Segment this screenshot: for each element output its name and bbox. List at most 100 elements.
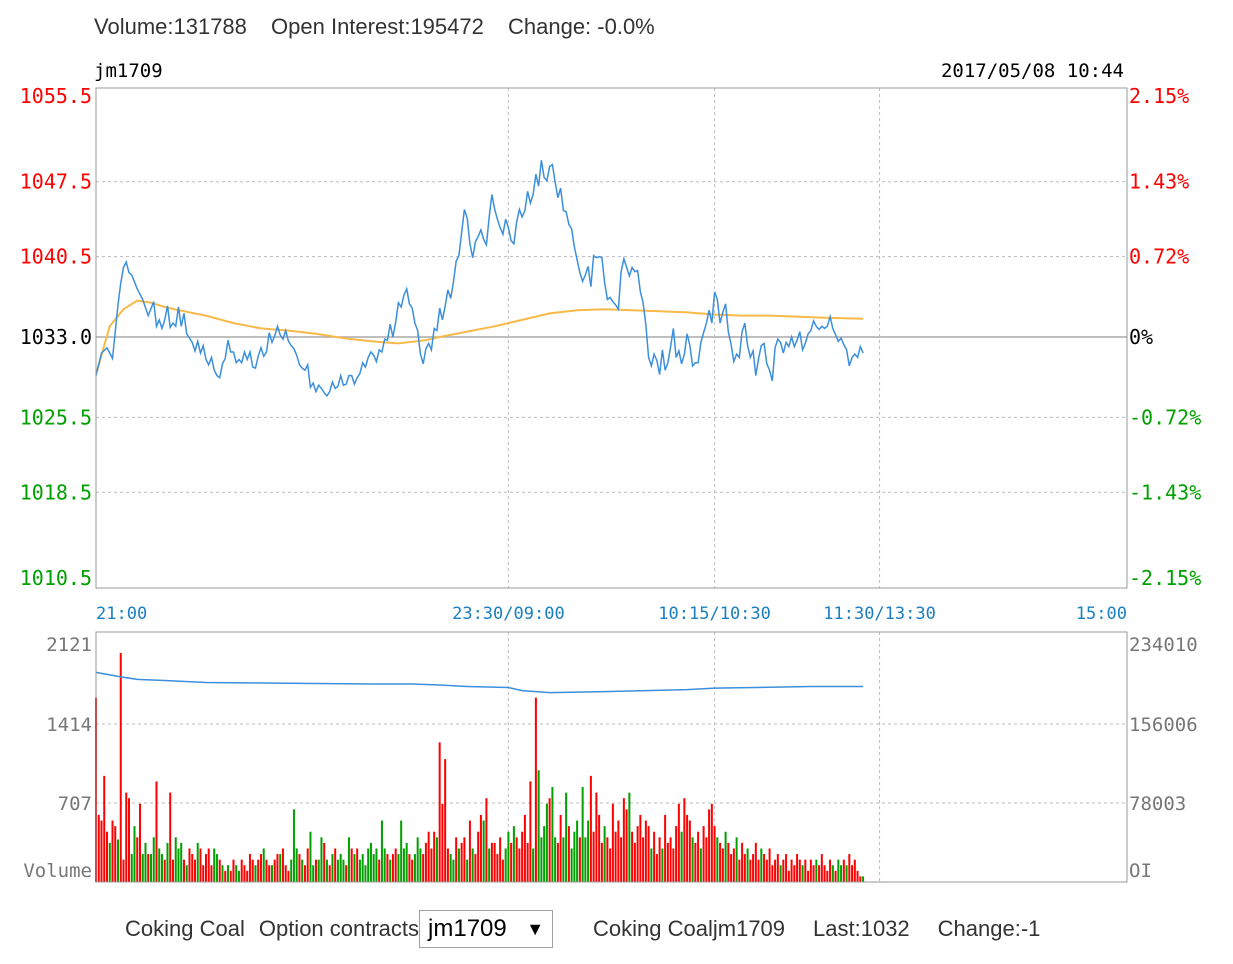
volume-bar xyxy=(353,854,356,882)
volume-bar xyxy=(529,781,532,882)
volume-bar xyxy=(834,870,837,882)
volume-bar xyxy=(402,848,405,882)
volume-bar xyxy=(628,792,631,882)
time-tick-label: 11:30/13:30 xyxy=(823,604,936,624)
volume-bar xyxy=(424,842,427,882)
volume-bar xyxy=(298,854,301,882)
chevron-down-icon: ▼ xyxy=(526,918,545,939)
volume-bar xyxy=(180,842,183,882)
price-tick-label: 1010.5 xyxy=(20,566,92,590)
percent-tick-label: 0% xyxy=(1129,325,1153,349)
contract-select[interactable]: jm1709 ▼ xyxy=(419,910,554,948)
volume-bar xyxy=(636,826,639,882)
volume-bar xyxy=(584,837,587,882)
volume-bar xyxy=(746,848,749,882)
volume-bar xyxy=(422,854,425,882)
volume-bar xyxy=(163,859,166,882)
volume-bar xyxy=(515,837,518,882)
volume-bar xyxy=(752,854,755,882)
volume-bar xyxy=(105,831,108,882)
volume-bar xyxy=(177,848,180,882)
volume-bar xyxy=(565,792,568,882)
volume-bar xyxy=(237,870,240,882)
volume-bar xyxy=(257,859,260,882)
volume-bar xyxy=(141,854,144,882)
price-tick-label: 1055.5 xyxy=(20,84,92,108)
volume-bar xyxy=(111,820,114,882)
volume-bar xyxy=(741,842,744,882)
volume-bar xyxy=(567,826,570,882)
volume-bar xyxy=(680,831,683,882)
volume-bar xyxy=(510,842,513,882)
volume-bar xyxy=(587,820,590,882)
volume-bar xyxy=(334,848,337,882)
volume-bar xyxy=(378,859,381,882)
volume-bar xyxy=(842,859,845,882)
volume-bar xyxy=(474,854,477,882)
volume-bar xyxy=(119,652,122,882)
volume-bar xyxy=(798,859,801,882)
volume-bar xyxy=(702,826,705,882)
volume-bar xyxy=(339,854,342,882)
volume-bar xyxy=(735,837,738,882)
volume-bar xyxy=(793,865,796,882)
volume-bar xyxy=(408,854,411,882)
contract-name-label: Coking Coaljm1709 xyxy=(593,916,786,941)
volume-bar xyxy=(518,848,521,882)
volume-bar xyxy=(540,837,543,882)
volume-bar xyxy=(364,865,367,882)
volume-bar xyxy=(831,865,834,882)
option-contracts-link[interactable]: Option contracts xyxy=(258,916,420,941)
volume-bar xyxy=(394,848,397,882)
open-interest-stat: Open Interest:195472 xyxy=(271,14,484,39)
volume-stat: Volume:131788 xyxy=(94,14,247,39)
volume-bar xyxy=(790,859,793,882)
volume-bar xyxy=(757,859,760,882)
volume-bar xyxy=(600,842,603,882)
volume-bar xyxy=(554,837,557,882)
volume-bar xyxy=(727,842,730,882)
time-tick-label: 23:30/09:00 xyxy=(452,604,565,624)
volume-bar xyxy=(114,826,117,882)
volume-bar xyxy=(306,848,309,882)
volume-bar xyxy=(738,859,741,882)
volume-bar xyxy=(449,854,452,882)
volume-bar xyxy=(845,865,848,882)
volume-bar xyxy=(405,842,408,882)
volume-bar xyxy=(617,820,620,882)
volume-bar xyxy=(622,798,625,882)
volume-bar xyxy=(400,820,403,882)
volume-bar xyxy=(116,839,119,882)
volume-bar xyxy=(589,775,592,882)
oi-tick-label: 156006 xyxy=(1129,714,1198,736)
percent-tick-label: -1.43% xyxy=(1129,480,1201,504)
volume-bar xyxy=(749,859,752,882)
time-tick-label: 15:00 xyxy=(1076,604,1127,624)
volume-bar xyxy=(336,859,339,882)
volume-bar xyxy=(477,831,480,882)
volume-bar xyxy=(430,848,433,882)
volume-bar xyxy=(512,826,515,882)
volume-tick-label: 2121 xyxy=(46,634,92,656)
volume-bar xyxy=(644,820,647,882)
volume-bar xyxy=(350,848,353,882)
volume-bar xyxy=(254,865,257,882)
volume-panel-frame xyxy=(95,631,1128,883)
volume-bar xyxy=(427,831,430,882)
volume-bar xyxy=(331,854,334,882)
volume-bar xyxy=(295,848,298,882)
volume-bar xyxy=(837,859,840,882)
volume-bar xyxy=(166,842,169,882)
volume-bar xyxy=(479,814,482,882)
volume-bar xyxy=(188,848,191,882)
volume-bar xyxy=(754,842,757,882)
volume-bar xyxy=(650,848,653,882)
volume-bar xyxy=(386,854,389,882)
open-interest-line xyxy=(95,671,864,694)
volume-bar xyxy=(292,809,295,882)
volume-bar xyxy=(598,814,601,882)
time-tick-label: 10:15/10:30 xyxy=(658,604,771,624)
volume-bar xyxy=(312,865,315,882)
volume-bar xyxy=(796,854,799,882)
volume-bar xyxy=(683,798,686,882)
